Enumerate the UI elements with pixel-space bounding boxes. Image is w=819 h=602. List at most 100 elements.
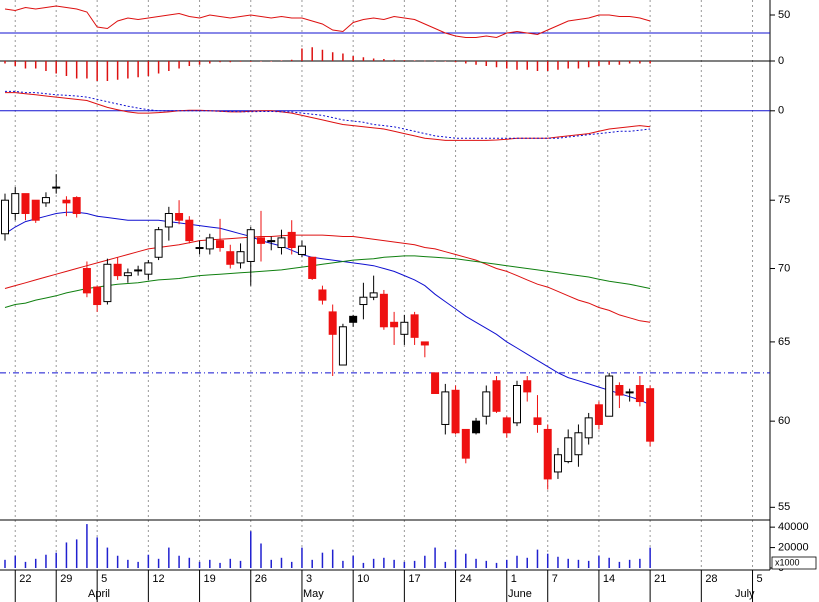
volume-bar — [45, 554, 47, 568]
month-label: June — [508, 588, 532, 600]
x-tick-label: 7 — [552, 573, 558, 585]
x-tick-label: 12 — [152, 573, 164, 585]
candle-body — [543, 428, 552, 480]
candle-body — [113, 263, 122, 277]
histogram-bar — [628, 61, 631, 64]
volume-bar — [649, 547, 651, 568]
histogram-bar — [454, 61, 457, 63]
candle-body — [72, 197, 81, 214]
candle-body — [472, 420, 481, 434]
candle-body — [441, 391, 450, 425]
candle-body — [103, 263, 112, 303]
histogram-bar — [506, 61, 508, 69]
volume-bar — [75, 539, 78, 568]
candle-body — [205, 237, 214, 250]
candle-body — [11, 193, 20, 214]
month-label: April — [88, 588, 110, 600]
candle-body — [625, 391, 634, 394]
histogram-bar — [239, 61, 242, 62]
volume-bar — [536, 549, 539, 568]
histogram-bar — [178, 61, 180, 69]
x-tick-label: 1 — [511, 573, 517, 585]
candle-body — [164, 212, 173, 228]
y-tick-label: 75 — [778, 194, 790, 206]
histogram-bar — [413, 60, 416, 61]
candle-body — [451, 389, 460, 434]
volume-bar — [55, 552, 57, 568]
volume-bar — [495, 562, 498, 568]
volume-bar — [372, 558, 375, 568]
histogram-bar — [24, 61, 27, 69]
candle-body — [615, 385, 624, 396]
volume-unit: x1000 — [775, 557, 800, 567]
histogram-bar — [86, 61, 88, 79]
histogram-bar — [372, 58, 375, 61]
x-tick-label: 22 — [19, 573, 31, 585]
volume-bar — [157, 558, 160, 568]
histogram-bar — [219, 61, 221, 63]
histogram-bar — [649, 61, 651, 64]
y-tick-label: 0 — [778, 55, 784, 67]
y-tick-label: 60 — [778, 415, 790, 427]
candle-body — [216, 240, 225, 249]
histogram-bar — [147, 61, 150, 76]
candle-body — [492, 380, 501, 412]
x-tick-label: 5 — [757, 573, 763, 585]
histogram-bar — [485, 61, 488, 66]
volume-bar — [168, 547, 170, 568]
volume-bar — [198, 561, 201, 568]
candle-body — [52, 186, 61, 189]
volume-bar — [506, 559, 508, 568]
volume-bar — [598, 555, 600, 568]
y-tick-label: 65 — [778, 336, 790, 348]
unit-box — [771, 556, 817, 570]
candle-body — [379, 293, 388, 328]
histogram-bar — [383, 59, 385, 61]
candle-body — [564, 437, 573, 463]
volume-bar — [403, 561, 406, 568]
y-tick-label: 55 — [778, 501, 790, 513]
volume-bar — [639, 558, 641, 568]
candle-body — [82, 268, 91, 294]
volume-bar — [383, 557, 385, 568]
candle-body — [338, 326, 347, 366]
histogram-bar — [434, 61, 436, 62]
volume-bar — [116, 555, 119, 568]
volume-bar — [352, 555, 354, 568]
histogram-bar — [229, 61, 232, 63]
candle-body — [297, 245, 306, 255]
histogram-bar — [250, 61, 252, 62]
x-tick-label: 29 — [60, 573, 72, 585]
candle-body — [410, 314, 419, 338]
histogram-bar — [14, 61, 16, 66]
histogram-bar — [567, 61, 569, 69]
volume-bar — [557, 556, 559, 568]
volume-bar — [618, 561, 621, 568]
volume-bar — [475, 558, 477, 568]
y-tick-label: 40000 — [778, 521, 809, 533]
candle-body — [523, 380, 532, 393]
candle-body — [62, 199, 71, 204]
volume-bar — [526, 557, 528, 568]
candle-body — [277, 237, 286, 249]
month-label: July — [735, 588, 755, 600]
histogram-bar — [157, 61, 160, 74]
histogram-bar — [516, 61, 518, 70]
volume-bar — [65, 542, 68, 568]
x-tick-label: 14 — [603, 573, 615, 585]
macd-line — [5, 90, 651, 139]
candle-body — [123, 272, 132, 277]
histogram-bar — [96, 61, 98, 81]
histogram-bar — [393, 59, 395, 61]
histogram-bar — [127, 61, 129, 79]
volume-bar — [106, 547, 109, 568]
histogram-bar — [608, 61, 610, 65]
histogram-bar — [546, 61, 549, 71]
volume-bar — [393, 559, 395, 568]
volume-bar — [188, 557, 191, 568]
volume-bar — [96, 537, 98, 568]
volume-bar — [465, 553, 467, 568]
volume-bar — [260, 543, 262, 568]
candle-body — [646, 388, 655, 442]
